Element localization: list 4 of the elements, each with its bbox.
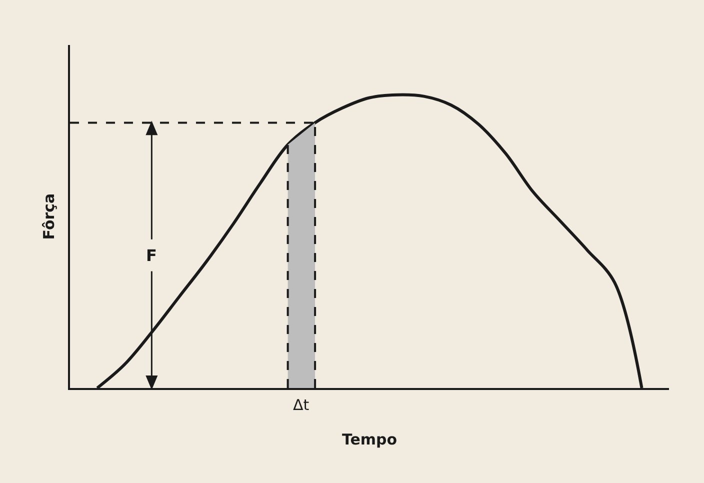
y-axis-title: Fôrça (40, 193, 58, 240)
text: Δt (293, 396, 310, 414)
x-axis-title: Tempo (342, 430, 398, 448)
annotation: F (146, 246, 157, 265)
